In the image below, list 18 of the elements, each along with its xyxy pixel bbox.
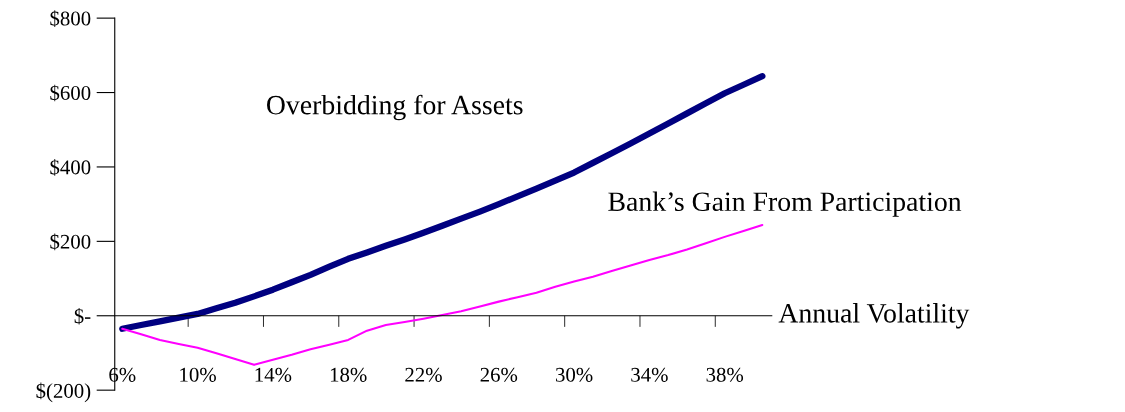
x-tick-label: 14%: [255, 367, 292, 382]
y-tick-label: $400: [50, 159, 91, 176]
series-label: Bank’s Gain From Participation: [608, 191, 962, 217]
y-tick-label: $600: [50, 84, 91, 102]
x-tick-label: 30%: [555, 367, 593, 382]
y-tick-label: $-: [74, 307, 91, 325]
x-tick-label: 18%: [330, 367, 367, 382]
x-tick-label: 10%: [180, 367, 216, 382]
text: Overbidding for Assets: [267, 94, 523, 121]
y-tick-label: $(200): [36, 382, 91, 403]
x-tick-label: 38%: [706, 367, 744, 382]
y-tick-label: $800: [50, 10, 91, 27]
x-axis-title: Annual Volatility: [778, 303, 970, 329]
x-tick-label: 22%: [405, 367, 442, 382]
y-tick-label: $200: [50, 233, 91, 251]
x-tick-label: 34%: [631, 367, 668, 382]
line-series: [121, 223, 764, 366]
x-tick-label: 26%: [480, 367, 518, 382]
